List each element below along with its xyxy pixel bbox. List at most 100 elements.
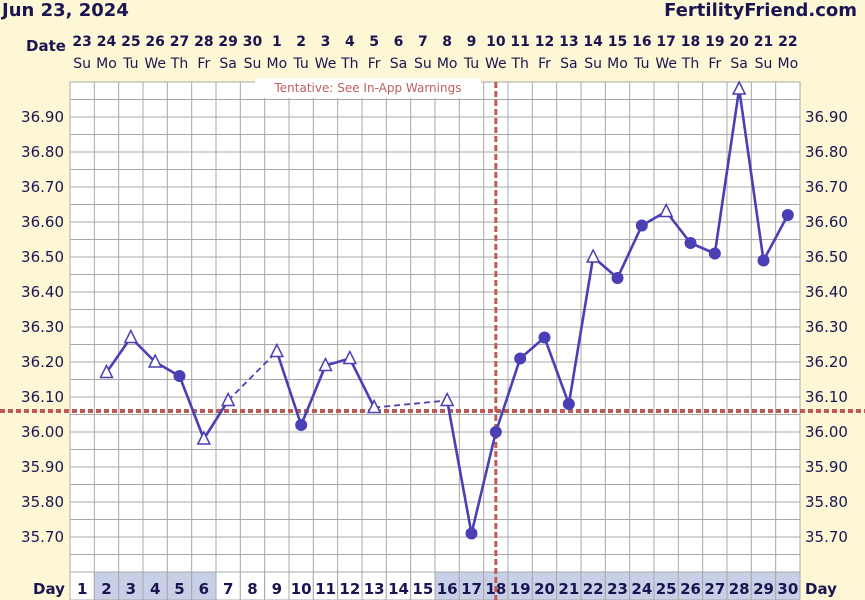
- y-tick-label-left: 35.90: [21, 458, 64, 476]
- weekday-label: Tu: [293, 56, 309, 72]
- series-segment: [737, 88, 765, 261]
- series-segment: [275, 351, 303, 426]
- day-cell: [410, 571, 436, 600]
- temperature-point-triangle: [731, 80, 747, 95]
- y-tick-label-right: 36.90: [805, 108, 848, 126]
- temperature-point-circle: [489, 426, 502, 438]
- weekday-label: Tu: [122, 56, 138, 72]
- date-number: 1: [272, 34, 282, 50]
- weekday-label: We: [144, 56, 166, 72]
- date-number: 20: [729, 34, 749, 50]
- date-number: 26: [145, 34, 164, 50]
- temperature-point-triangle: [123, 328, 139, 344]
- day-cell: [142, 571, 168, 600]
- temperature-point-triangle: [269, 342, 285, 358]
- date-number: 15: [608, 34, 627, 50]
- temperature-point-circle: [684, 237, 697, 249]
- weekday-label: Mo: [437, 56, 458, 72]
- temperature-point-circle: [465, 527, 478, 540]
- weekday-label: Su: [755, 56, 773, 72]
- date-number: 4: [345, 34, 355, 50]
- y-tick-label-right: 35.80: [805, 493, 848, 511]
- y-tick-label-left: 36.30: [21, 318, 64, 336]
- y-tick-label-left: 36.60: [21, 213, 64, 231]
- temperature-point-triangle: [439, 391, 455, 407]
- series-segment-dashed: [227, 350, 278, 402]
- day-cell: [750, 571, 777, 600]
- day-number: 16: [437, 580, 458, 598]
- date-row-label: Date: [26, 37, 66, 55]
- day-number: 11: [315, 580, 336, 598]
- date-number: 14: [583, 34, 603, 50]
- weekday-label: Th: [170, 56, 188, 72]
- day-cell: [775, 571, 801, 600]
- series-segment: [445, 400, 473, 534]
- day-row-label-right: Day: [805, 580, 837, 598]
- day-number: 23: [607, 580, 628, 598]
- day-cell: [385, 571, 412, 600]
- weekday-label: Sa: [390, 56, 407, 72]
- date-number: 12: [535, 34, 554, 50]
- day-row-label-left: Day: [33, 580, 65, 598]
- day-number: 10: [291, 580, 312, 598]
- day-number: 1: [77, 580, 87, 598]
- date-number: 17: [656, 34, 675, 50]
- y-tick-label-left: 36.10: [21, 388, 64, 406]
- day-number: 8: [247, 580, 257, 598]
- day-number: 29: [753, 580, 774, 598]
- weekday-label: We: [315, 56, 337, 72]
- day-cell: [69, 571, 95, 600]
- date-number: 19: [705, 34, 724, 50]
- day-number: 30: [777, 580, 798, 598]
- date-number: 27: [170, 34, 189, 50]
- y-tick-label-right: 36.30: [805, 318, 848, 336]
- day-cell: [507, 571, 533, 600]
- y-axis-left: 36.90 36.80 36.70 36.60 36.50 36.40 36.30 36.20…: [21, 108, 64, 546]
- weekday-label: Fr: [368, 56, 381, 72]
- date-number: 3: [321, 34, 331, 50]
- weekday-label: Su: [414, 56, 432, 72]
- day-number: 19: [510, 580, 531, 598]
- brand-logo-text: FertilityFriend.com: [664, 0, 857, 21]
- day-number: 5: [174, 580, 184, 598]
- grid-lines: [69, 81, 801, 573]
- weekday-label: Th: [681, 56, 699, 72]
- weekday-label: Tu: [633, 56, 649, 72]
- day-number: 4: [150, 580, 160, 598]
- y-tick-label-right: 36.10: [805, 388, 848, 406]
- temperature-point-triangle: [318, 356, 333, 372]
- day-cell: [726, 571, 752, 600]
- day-number: 17: [461, 580, 482, 598]
- temperature-point-circle: [708, 247, 721, 260]
- y-tick-label-right: 36.20: [805, 353, 848, 371]
- weekday-label: Fr: [538, 56, 551, 72]
- date-number: 10: [486, 34, 506, 50]
- date-number: 11: [510, 34, 529, 50]
- date-number: 22: [778, 34, 797, 50]
- weekday-label: Th: [340, 56, 358, 72]
- date-number: 24: [97, 34, 117, 50]
- date-number: 28: [194, 34, 213, 50]
- day-number: 2: [101, 580, 111, 598]
- y-tick-label-right: 36.80: [805, 143, 848, 161]
- day-number: 13: [364, 580, 385, 598]
- y-tick-label-left: 35.80: [21, 493, 64, 511]
- weekday-label: Su: [584, 56, 602, 72]
- y-tick-label-right: 36.60: [805, 213, 848, 231]
- y-tick-label-right: 35.90: [805, 458, 848, 476]
- day-number: 25: [656, 580, 677, 598]
- date-number: 6: [394, 34, 404, 50]
- tentative-note-text: Tentative: See In-App Warnings: [274, 81, 462, 95]
- date-number: 18: [681, 34, 700, 50]
- temperature-point-triangle: [99, 363, 114, 379]
- temperature-point-circle: [635, 219, 648, 232]
- weekday-label: Su: [244, 56, 262, 72]
- weekday-label: Fr: [708, 56, 721, 72]
- series-segment: [762, 214, 789, 262]
- date-number: 5: [369, 34, 379, 50]
- day-cell: [288, 571, 314, 600]
- weekday-label: Mo: [607, 56, 628, 72]
- date-number: 23: [72, 34, 91, 50]
- temperature-point-circle: [295, 419, 308, 431]
